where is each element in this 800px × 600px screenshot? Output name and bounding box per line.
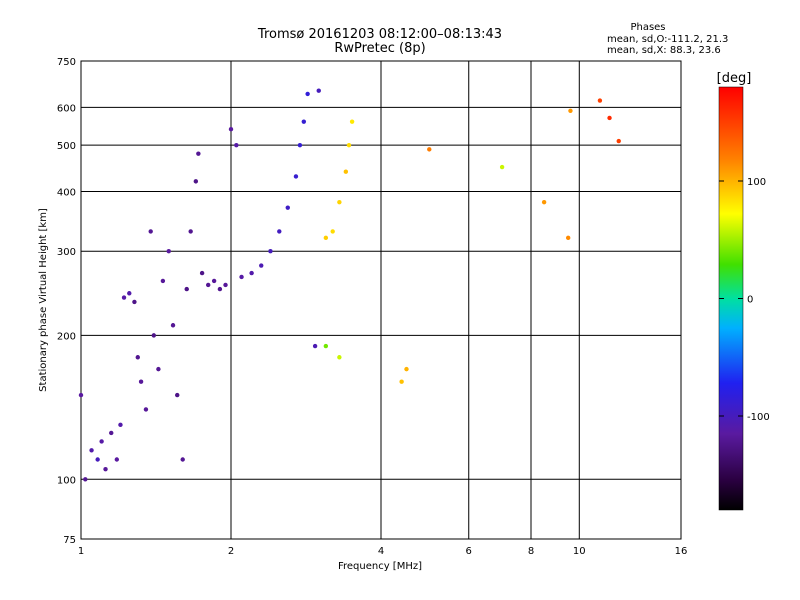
data-point bbox=[277, 229, 282, 234]
data-point bbox=[323, 343, 329, 349]
x-tick-label: 16 bbox=[675, 546, 688, 557]
data-point bbox=[301, 119, 307, 124]
data-point bbox=[427, 147, 432, 152]
data-point bbox=[170, 323, 176, 328]
data-point bbox=[285, 205, 290, 210]
y-tick-label: 300 bbox=[57, 247, 76, 258]
y-tick-label: 750 bbox=[57, 57, 76, 68]
data-point bbox=[316, 88, 321, 93]
x-axis-label: Frequency [MHz] bbox=[338, 561, 422, 572]
data-point bbox=[193, 179, 199, 184]
colorbar-tick-label: 0 bbox=[747, 295, 753, 306]
data-point bbox=[175, 392, 180, 398]
data-point bbox=[259, 263, 264, 268]
data-point bbox=[228, 126, 234, 132]
x-tick-label: 4 bbox=[378, 546, 384, 557]
data-point bbox=[143, 407, 149, 412]
data-point bbox=[99, 439, 104, 444]
data-point bbox=[118, 422, 123, 428]
x-tick-label: 6 bbox=[466, 546, 472, 557]
colorbar-label: [deg] bbox=[717, 71, 752, 86]
data-point bbox=[148, 229, 153, 234]
data-point bbox=[337, 355, 342, 360]
y-tick-label: 500 bbox=[57, 141, 76, 152]
data-point bbox=[127, 291, 132, 296]
data-point bbox=[132, 299, 137, 305]
colorbar: [deg] 100 0 -100 bbox=[717, 71, 770, 511]
data-point bbox=[199, 270, 205, 276]
data-points bbox=[78, 88, 621, 482]
data-point bbox=[109, 430, 114, 436]
data-point bbox=[541, 199, 547, 205]
x-axis-ticks: 1 2 4 6 8 10 16 bbox=[78, 546, 688, 557]
data-point bbox=[323, 235, 329, 241]
data-point bbox=[305, 91, 310, 97]
data-point bbox=[249, 270, 254, 276]
x-tick-label: 10 bbox=[573, 546, 586, 557]
data-point bbox=[160, 278, 166, 284]
data-point bbox=[223, 282, 228, 288]
plot-area: 1 2 4 6 8 10 16 75 100 200 300 400 500 600 750 bbox=[57, 57, 687, 557]
data-point bbox=[166, 249, 171, 254]
data-point bbox=[330, 229, 335, 234]
data-point bbox=[499, 164, 505, 170]
data-point bbox=[196, 151, 201, 156]
x-tick-label: 1 bbox=[78, 546, 84, 557]
data-point bbox=[597, 98, 603, 103]
y-tick-label: 200 bbox=[57, 331, 76, 342]
phases-legend-x: mean, sd,X: 88.3, 23.6 bbox=[607, 45, 721, 56]
data-point bbox=[121, 295, 127, 300]
data-point bbox=[337, 199, 342, 205]
data-point bbox=[404, 366, 409, 372]
data-point bbox=[103, 466, 108, 472]
data-point bbox=[211, 278, 217, 284]
data-point bbox=[399, 379, 404, 384]
data-point bbox=[343, 169, 349, 174]
data-point bbox=[151, 333, 157, 338]
colorbar-tick-label: 100 bbox=[747, 177, 766, 188]
y-axis-ticks: 75 100 200 300 400 500 600 750 bbox=[57, 57, 76, 546]
x-tick-label: 8 bbox=[528, 546, 534, 557]
y-tick-label: 400 bbox=[57, 187, 76, 198]
chart-subtitle: RwPretec (8p) bbox=[334, 41, 425, 56]
phases-legend-title: Phases bbox=[630, 22, 665, 33]
data-point bbox=[234, 142, 239, 148]
data-point bbox=[346, 142, 352, 148]
data-point bbox=[180, 457, 185, 462]
y-axis-label: Stationary phase Virtual Height [km] bbox=[38, 208, 49, 392]
data-point bbox=[114, 457, 120, 462]
y-tick-label: 600 bbox=[57, 103, 76, 114]
colorbar-ticks: 100 0 -100 bbox=[719, 177, 770, 423]
data-point bbox=[312, 343, 318, 349]
data-point bbox=[239, 274, 244, 280]
data-point bbox=[89, 448, 94, 453]
data-point bbox=[568, 108, 573, 114]
data-point bbox=[205, 282, 211, 288]
data-point bbox=[349, 119, 355, 124]
data-point bbox=[83, 477, 88, 482]
data-point bbox=[184, 286, 189, 292]
y-tick-label: 100 bbox=[57, 475, 76, 486]
data-point bbox=[138, 379, 144, 384]
y-tick-label: 75 bbox=[63, 535, 76, 546]
data-point bbox=[565, 235, 571, 241]
data-point bbox=[607, 115, 612, 121]
data-point bbox=[293, 174, 299, 179]
data-point bbox=[616, 138, 621, 144]
data-point bbox=[188, 229, 193, 234]
data-point bbox=[268, 249, 273, 254]
data-point bbox=[95, 457, 100, 462]
data-point bbox=[297, 142, 303, 148]
data-point bbox=[156, 366, 161, 372]
phases-legend-o: mean, sd,O:-111.2, 21.3 bbox=[607, 34, 728, 45]
data-point bbox=[78, 392, 84, 398]
colorbar-tick-label: -100 bbox=[747, 412, 770, 423]
x-tick-label: 2 bbox=[228, 546, 234, 557]
chart-title: Tromsø 20161203 08:12:00–08:13:43 bbox=[257, 27, 502, 42]
data-point bbox=[135, 355, 140, 360]
grid-lines bbox=[81, 61, 681, 539]
data-point bbox=[217, 286, 223, 292]
